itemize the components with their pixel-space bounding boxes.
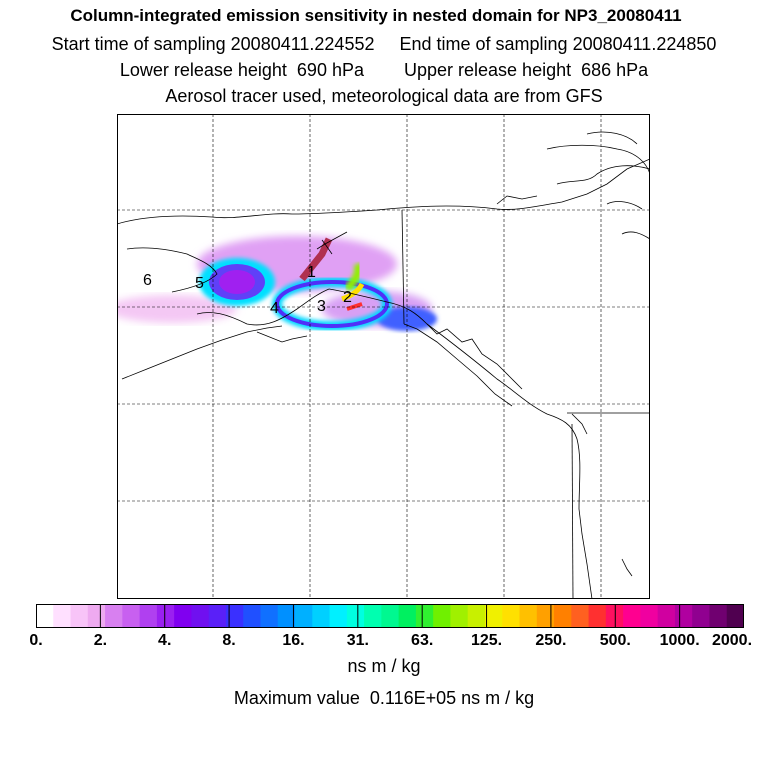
colorbar-swatch [640,604,659,628]
colorbar-swatch [726,604,744,628]
colorbar-swatch [398,604,417,628]
colorbar-tick-label: 2. [93,632,108,649]
colorbar-swatch [312,604,331,628]
colorbar-swatch [692,604,710,628]
colorbar-swatch [364,604,382,628]
colorbar-swatch [53,604,72,628]
maximum-value: Maximum value 0.116E+05 ns m / kg [233,688,535,708]
day-label-5: 5 [195,275,204,292]
release-height-line: Lower release height 690 hPa Upper relea… [119,60,649,80]
colorbar-swatch [346,604,365,628]
colorbar-swatch [191,604,210,628]
colorbar-swatch [295,604,313,628]
colorbar-swatch [450,604,469,628]
graticule [117,114,650,599]
colorbar-tick-label: 63. [411,632,434,649]
coastlines [117,131,650,599]
sensitivity-map: 1 2 3 4 5 6 [117,114,650,599]
colorbar-swatch [277,604,296,628]
colorbar-swatch [623,604,641,628]
colorbar-tick-label: 500. [599,632,631,649]
day-label-1: 1 [307,264,316,281]
colorbar-swatch [243,604,261,628]
colorbar-swatch [657,604,676,628]
colorbar-swatch [105,604,123,628]
colorbar-swatch [536,604,555,628]
colorbar-tick-label: 2000. [711,632,753,649]
colorbar-swatch [709,604,728,628]
colorbar-swatch [70,604,89,628]
colorbar-swatch [156,604,175,628]
colorbar-swatch [36,604,54,628]
colorbar-swatch [519,604,538,628]
colorbar-swatch [174,604,192,628]
colorbar-tick-label: 0. [29,632,43,649]
colorbar [36,604,744,628]
colorbar-units: ns m / kg [347,656,421,676]
colorbar-tick-label: 1000. [659,632,700,649]
colorbar-swatch [554,604,572,628]
colorbar-swatch [571,604,590,628]
colorbar-swatch [484,604,503,628]
colorbar-tick-label: 8. [222,632,236,649]
day-label-2: 2 [343,289,352,306]
day-label-3: 3 [317,298,326,315]
colorbar-tick-label: 31. [346,632,369,649]
tracer-info-line: Aerosol tracer used, meteorological data… [165,86,603,106]
colorbar-swatch [225,604,244,628]
colorbar-swatch [588,604,607,628]
colorbar-swatch [139,604,158,628]
colorbar-tick-label: 250. [535,632,567,649]
colorbar-swatch [260,604,279,628]
colorbar-swatch [674,604,693,628]
colorbar-swatch [122,604,141,628]
colorbar-swatch [87,604,106,628]
colorbar-tick-label: 16. [282,632,305,649]
colorbar-swatch [415,604,434,628]
colorbar-tick-label: 4. [158,632,172,649]
map-title: Column-integrated emission sensitivity i… [70,6,682,25]
boundaries [401,209,650,599]
colorbar-tick-label: 125. [470,632,503,649]
colorbar-swatch [605,604,624,628]
day-label-6: 6 [143,272,152,289]
colorbar-swatch [381,604,400,628]
sampling-time-line: Start time of sampling 20080411.224552 E… [51,34,717,54]
colorbar-swatch [467,604,486,628]
day-label-4: 4 [270,300,279,317]
colorbar-swatch [502,604,521,628]
colorbar-swatch [433,604,451,628]
colorbar-swatch [208,604,227,628]
colorbar-swatch [329,604,348,628]
